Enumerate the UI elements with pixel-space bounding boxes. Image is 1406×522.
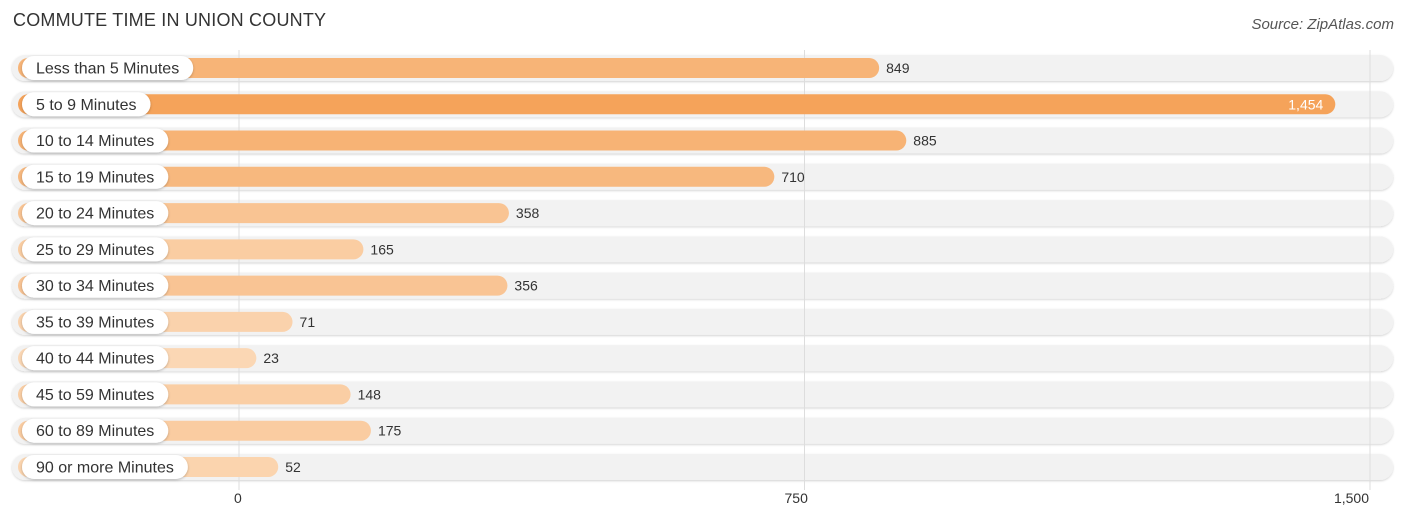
value-label: 23 bbox=[263, 350, 279, 366]
bar-track bbox=[12, 345, 1393, 372]
category-label: 30 to 34 Minutes bbox=[36, 278, 154, 295]
category-label-pill bbox=[22, 346, 169, 371]
x-tick-label: 1,500 bbox=[1334, 490, 1369, 506]
category-label-pill bbox=[22, 237, 169, 262]
category-label-pill bbox=[22, 92, 151, 117]
category-label: 15 to 19 Minutes bbox=[36, 169, 154, 186]
value-label: 885 bbox=[913, 133, 937, 149]
category-label: 90 or more Minutes bbox=[36, 459, 174, 476]
category-label: 10 to 14 Minutes bbox=[36, 133, 154, 150]
category-label-pill bbox=[22, 201, 169, 226]
bar-row: 60 to 89 Minutes 175 bbox=[18, 418, 402, 443]
category-label-pill bbox=[22, 418, 169, 443]
bar-row: 90 or more Minutes 52 bbox=[18, 454, 301, 479]
bar-row: Less than 5 Minutes 849 bbox=[18, 56, 910, 80]
category-label: 5 to 9 Minutes bbox=[36, 97, 137, 114]
bar-row: 15 to 19 Minutes 710 bbox=[18, 164, 805, 189]
value-label: 165 bbox=[370, 241, 394, 257]
category-label-pill bbox=[22, 382, 169, 407]
category-label: 45 to 59 Minutes bbox=[36, 387, 154, 404]
bar-row: 5 to 9 Minutes 1,454 bbox=[18, 92, 1336, 117]
bar-row: 25 to 29 Minutes 165 bbox=[18, 237, 394, 262]
bar bbox=[18, 58, 880, 78]
category-label: 25 to 29 Minutes bbox=[36, 242, 154, 259]
gridlines bbox=[238, 50, 1371, 490]
category-label-pill bbox=[22, 309, 169, 334]
bars: Less than 5 Minutes 849 5 to 9 Minutes 1,45… bbox=[18, 56, 1336, 479]
category-label: Less than 5 Minutes bbox=[36, 61, 179, 78]
category-label: 60 to 89 Minutes bbox=[36, 423, 154, 440]
value-label: 52 bbox=[285, 459, 301, 475]
bar-tracks bbox=[12, 55, 1393, 480]
category-label-pill bbox=[22, 454, 188, 479]
category-label-pill bbox=[22, 273, 169, 298]
bar-row: 20 to 24 Minutes 358 bbox=[18, 201, 540, 226]
chart-title: COMMUTE TIME IN UNION COUNTY bbox=[13, 10, 327, 30]
bar bbox=[18, 130, 907, 151]
value-label: 148 bbox=[358, 386, 382, 402]
value-label: 71 bbox=[300, 314, 316, 330]
value-label: 356 bbox=[514, 278, 538, 294]
category-label-pill bbox=[22, 56, 194, 80]
category-label-pill bbox=[22, 164, 169, 189]
category-label: 20 to 24 Minutes bbox=[36, 206, 154, 223]
bar-row: 40 to 44 Minutes 23 bbox=[18, 346, 279, 371]
bar-row: 45 to 59 Minutes 148 bbox=[18, 382, 382, 407]
bar-row: 30 to 34 Minutes 356 bbox=[18, 273, 538, 298]
bar-track bbox=[12, 308, 1393, 335]
chart-source: Source: ZipAtlas.com bbox=[1251, 16, 1394, 33]
value-label: 710 bbox=[781, 169, 805, 185]
category-label-pill bbox=[22, 128, 169, 153]
bar-track bbox=[12, 381, 1393, 408]
bar-row: 10 to 14 Minutes 885 bbox=[18, 128, 937, 153]
value-label: 175 bbox=[378, 423, 402, 439]
bar bbox=[18, 94, 1336, 115]
value-label: 1,454 bbox=[1288, 96, 1323, 112]
value-label: 358 bbox=[516, 205, 540, 221]
category-label: 35 to 39 Minutes bbox=[36, 314, 154, 331]
bar bbox=[18, 166, 775, 187]
x-axis-ticks: 0 750 1,500 bbox=[234, 490, 1369, 506]
value-label: 849 bbox=[886, 60, 910, 76]
category-label: 40 to 44 Minutes bbox=[36, 351, 154, 368]
x-tick-label: 750 bbox=[785, 490, 809, 506]
bar-row: 35 to 39 Minutes 71 bbox=[18, 309, 316, 334]
x-tick-label: 0 bbox=[234, 490, 242, 506]
bar-track bbox=[12, 453, 1393, 480]
